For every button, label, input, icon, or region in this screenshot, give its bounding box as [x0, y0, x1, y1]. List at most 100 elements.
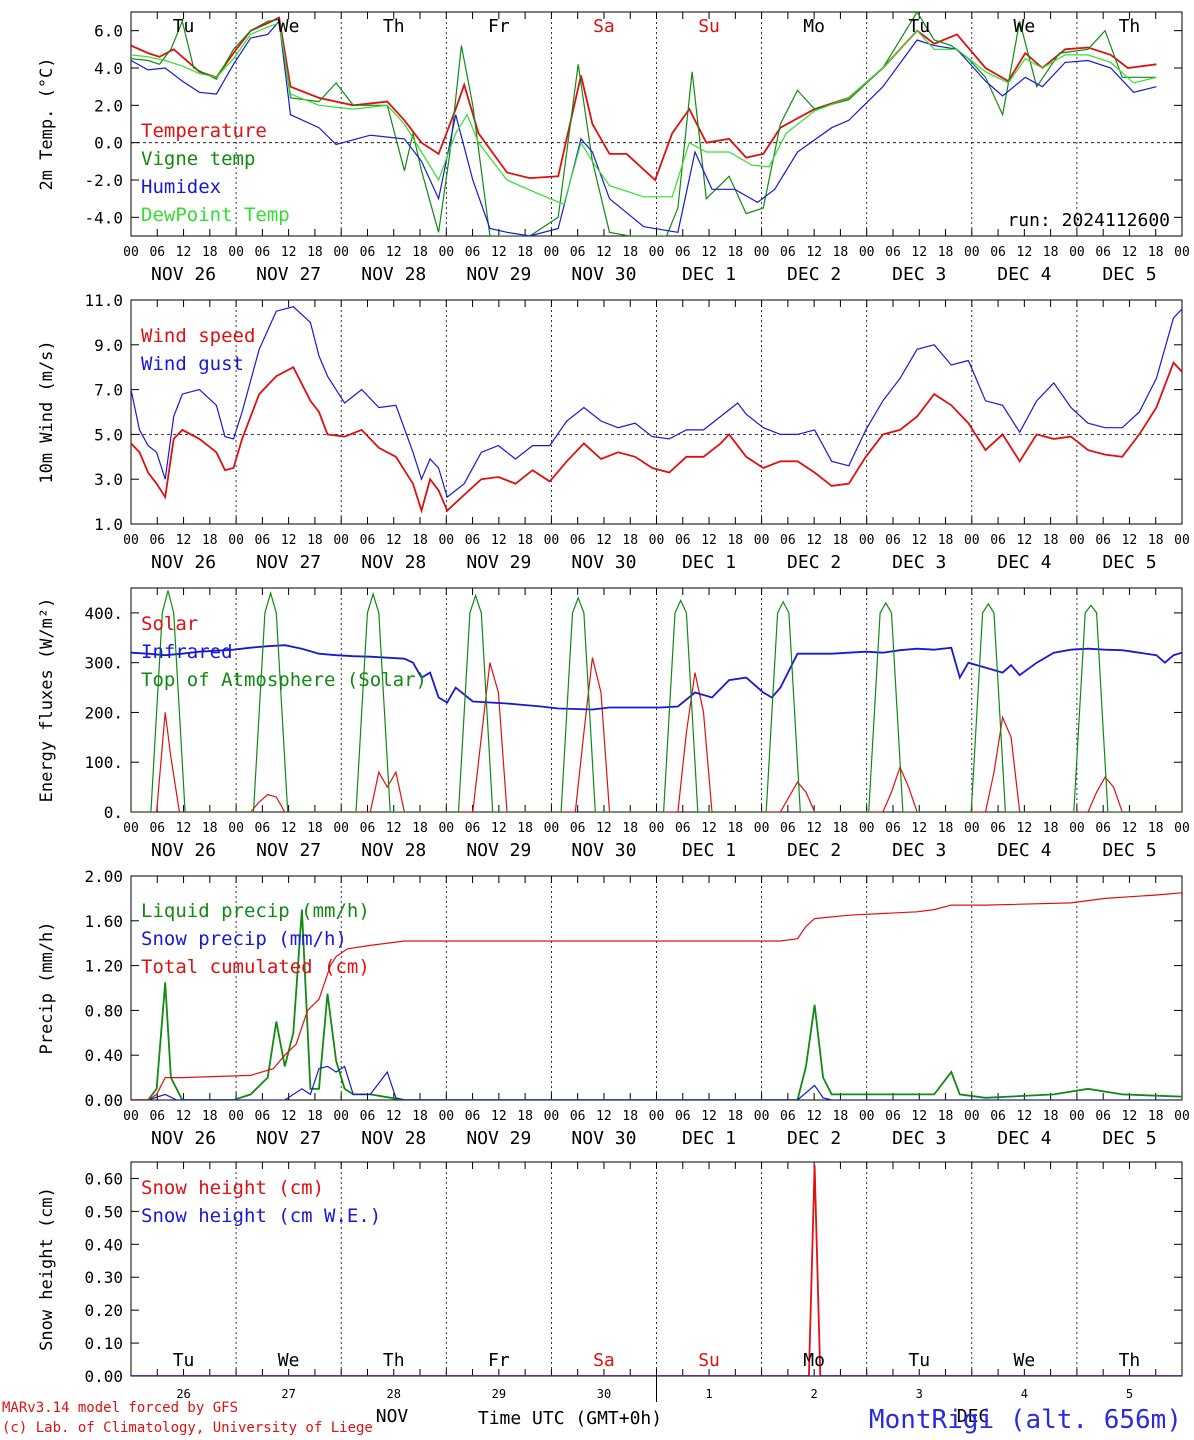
hour-label: 06: [990, 245, 1006, 260]
y-tick-label: 0.0: [94, 134, 123, 153]
hour-label: 00: [544, 1109, 560, 1124]
hour-label: 18: [622, 1109, 638, 1124]
weekday-label: We: [278, 1350, 300, 1371]
y-tick-label: 11.0: [84, 291, 123, 310]
weekday-label: Tu: [173, 1350, 195, 1371]
y-tick-label: 9.0: [94, 336, 123, 355]
date-label: DEC 5: [1102, 552, 1156, 573]
series-line-snow-precip-mm-h: [131, 1065, 1182, 1100]
weekday-label: Sa: [593, 1350, 615, 1371]
legend-liquid-precip-mm-h: Liquid precip (mm/h): [141, 900, 370, 922]
date-label: DEC 2: [787, 552, 841, 573]
hour-label: 00: [859, 821, 875, 836]
hour-label: 06: [465, 1109, 481, 1124]
hour-label: 18: [307, 1109, 323, 1124]
y-tick-label: 100.: [84, 753, 123, 772]
hour-label: 12: [911, 533, 927, 548]
date-label: DEC 2: [787, 264, 841, 285]
hour-label: 06: [149, 1109, 165, 1124]
date-label: NOV 30: [571, 1128, 636, 1149]
series-line-dewpoint-temp: [131, 22, 1157, 206]
date-label: NOV 28: [361, 264, 426, 285]
hour-label: 12: [701, 533, 717, 548]
panel-2: 11.0 9.0 7.0 5.0 3.0 1.0 10m Wind (m/s) Wind sp…: [37, 291, 1190, 573]
date-label: NOV 28: [361, 552, 426, 573]
panel-5: 0.60 0.50 0.40 0.30 0.20 0.10 0.00 Snow height …: [37, 1161, 1183, 1402]
date-label: DEC 1: [682, 840, 736, 861]
hour-label: 06: [255, 245, 271, 260]
date-label: NOV 26: [151, 264, 216, 285]
hour-label: 06: [780, 1109, 796, 1124]
hour-label: 00: [228, 533, 244, 548]
date-label: DEC 4: [997, 840, 1051, 861]
hour-label: 12: [281, 1109, 297, 1124]
y-tick-label: 1.0: [94, 515, 123, 534]
legend-solar: Solar: [141, 613, 198, 635]
panel-1: 6.0 4.0 2.0 0.0 -2.0 -4.0 2m Temp. (°C) Tempera…: [37, 11, 1190, 285]
hour-label: 00: [754, 821, 770, 836]
hour-label: 18: [307, 245, 323, 260]
series-line-solar: [131, 657, 1182, 812]
legend-snow-height-cm: Snow height (cm): [141, 1177, 324, 1199]
hour-label: 06: [885, 1109, 901, 1124]
y-tick-label: 4.0: [94, 59, 123, 78]
weekday-label: We: [1014, 1350, 1036, 1371]
hour-label: 06: [360, 821, 376, 836]
hour-label: 06: [990, 821, 1006, 836]
legend-wind-speed: Wind speed: [141, 325, 255, 347]
hour-label: 06: [570, 533, 586, 548]
hour-label: 00: [438, 245, 454, 260]
panel-4: 2.00 1.60 1.20 0.80 0.40 0.00 Precip (mm/h) Liq…: [37, 867, 1190, 1149]
legend-infrared: Infrared: [141, 641, 233, 663]
hour-label: 00: [228, 1109, 244, 1124]
hour-label: 00: [544, 245, 560, 260]
hour-label: 06: [1095, 533, 1111, 548]
hour-label: 18: [1148, 1109, 1164, 1124]
hour-label: 06: [780, 245, 796, 260]
hour-label: 12: [596, 245, 612, 260]
hour-label: 18: [517, 245, 533, 260]
hour-label: 12: [491, 533, 507, 548]
hour-label: 06: [570, 1109, 586, 1124]
hour-label: 06: [675, 533, 691, 548]
weekday-label: Tu: [173, 16, 195, 37]
hour-label: 06: [149, 533, 165, 548]
hour-label: 18: [622, 821, 638, 836]
y-axis-title: Energy fluxes (W/m²): [37, 598, 57, 803]
y-tick-label: -4.0: [84, 208, 123, 227]
hour-label: 00: [754, 245, 770, 260]
day-number-label: 28: [387, 1387, 401, 1401]
hour-label: 12: [491, 1109, 507, 1124]
date-label: DEC 4: [997, 1128, 1051, 1149]
hour-label: 06: [885, 533, 901, 548]
y-tick-label: 5.0: [94, 425, 123, 444]
hour-label: 12: [281, 245, 297, 260]
day-number-label: 3: [916, 1387, 923, 1401]
hour-label: 06: [990, 533, 1006, 548]
hour-label: 00: [438, 821, 454, 836]
hour-label: 06: [149, 245, 165, 260]
date-label: NOV 27: [256, 1128, 321, 1149]
hour-label: 00: [649, 533, 665, 548]
date-label: DEC 3: [892, 264, 946, 285]
date-label: DEC 5: [1102, 840, 1156, 861]
date-label: DEC 5: [1102, 1128, 1156, 1149]
hour-label: 00: [333, 1109, 349, 1124]
day-number-label: 4: [1021, 1387, 1028, 1401]
hour-label: 12: [1017, 533, 1033, 548]
date-label: DEC 2: [787, 1128, 841, 1149]
hour-label: 06: [1095, 1109, 1111, 1124]
day-number-label: 5: [1126, 1387, 1133, 1401]
hour-label: 12: [596, 533, 612, 548]
hour-label: 00: [438, 1109, 454, 1124]
hour-label: 00: [1069, 245, 1085, 260]
credit-line-2: (c) Lab. of Climatology, University of L…: [2, 1420, 373, 1436]
y-tick-label: 0.00: [84, 1367, 123, 1386]
month-label-dec: DEC: [957, 1406, 990, 1427]
hour-label: 12: [806, 533, 822, 548]
date-label: NOV 27: [256, 264, 321, 285]
hour-label: 06: [149, 821, 165, 836]
hour-label: 06: [360, 533, 376, 548]
y-tick-label: 2.0: [94, 96, 123, 115]
hour-label: 12: [386, 821, 402, 836]
